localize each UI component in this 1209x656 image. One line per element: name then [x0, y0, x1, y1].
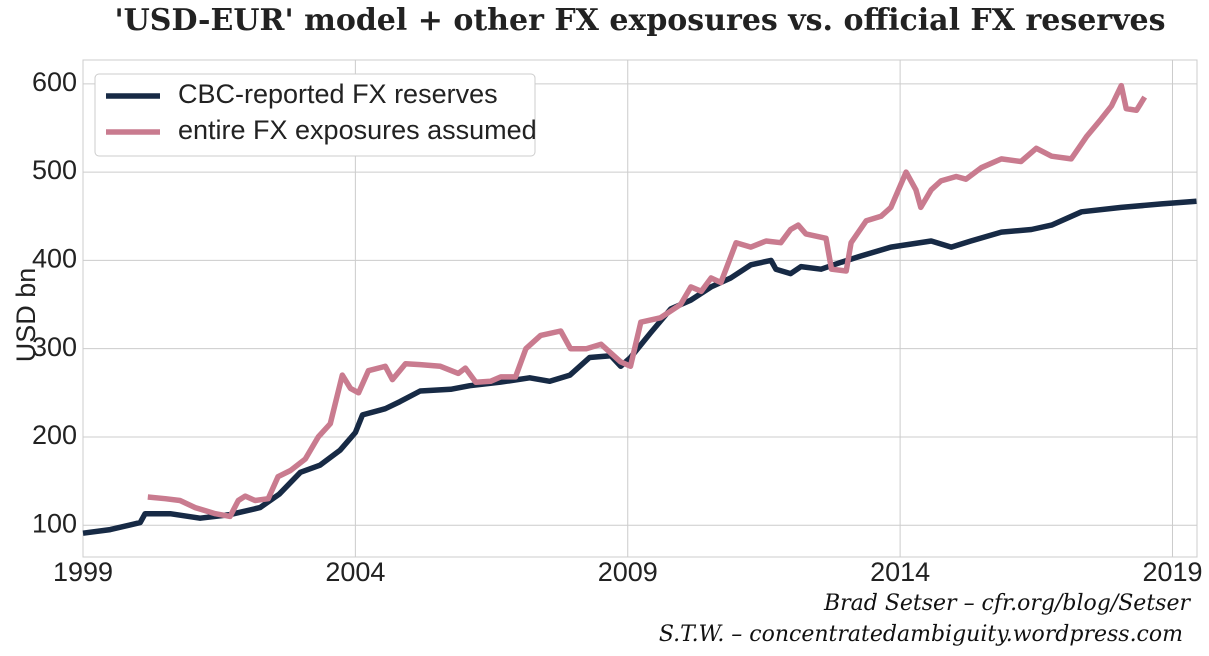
legend-label: CBC-reported FX reserves	[178, 79, 498, 109]
series-line	[82, 198, 1197, 536]
x-tick-label: 2014	[870, 557, 930, 587]
chart-title: 'USD-EUR' model + other FX exposures vs.…	[114, 3, 1165, 38]
y-tick-label: 400	[32, 244, 77, 274]
series-line	[147, 82, 1148, 520]
y-tick-label: 300	[32, 332, 77, 362]
credit: S.T.W. – concentratedambiguity.wordpress…	[659, 622, 1183, 647]
x-tick-label: 2004	[325, 557, 385, 587]
y-tick-label: 500	[32, 155, 77, 185]
x-tick-label: 2009	[598, 557, 658, 587]
y-tick-label: 200	[32, 420, 77, 450]
x-tick-label: 2019	[1142, 557, 1202, 587]
plot-frame	[82, 59, 1198, 558]
credit: Brad Setser – cfr.org/blog/Setser	[823, 591, 1192, 616]
legend-label: entire FX exposures assumed	[178, 115, 537, 145]
y-tick-label: 100	[32, 508, 77, 538]
y-axis-label: USD bn	[11, 268, 41, 363]
x-tick-label: 1999	[53, 557, 113, 587]
y-tick-label: 600	[32, 67, 77, 97]
legend-box	[94, 73, 536, 157]
